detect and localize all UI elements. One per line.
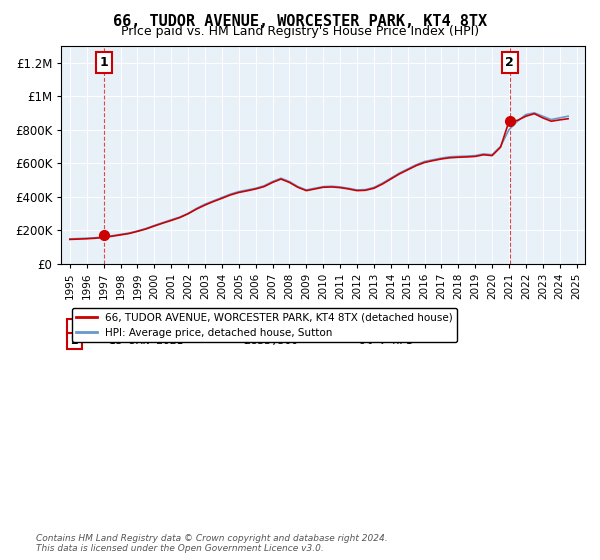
Text: 1: 1 [100,56,108,69]
Text: 02-JAN-1997         £173,150         1% ↓ HPI: 02-JAN-1997 £173,150 1% ↓ HPI [82,322,413,332]
Text: 2: 2 [505,56,514,69]
Text: 1: 1 [71,322,79,332]
Text: 66, TUDOR AVENUE, WORCESTER PARK, KT4 8TX: 66, TUDOR AVENUE, WORCESTER PARK, KT4 8T… [113,14,487,29]
Text: 15-JAN-2021         £853,500         6% ↓ HPI: 15-JAN-2021 £853,500 6% ↓ HPI [82,336,413,346]
Text: 2: 2 [71,336,79,346]
Text: Contains HM Land Registry data © Crown copyright and database right 2024.
This d: Contains HM Land Registry data © Crown c… [36,534,388,553]
Text: Price paid vs. HM Land Registry's House Price Index (HPI): Price paid vs. HM Land Registry's House … [121,25,479,38]
Legend: 66, TUDOR AVENUE, WORCESTER PARK, KT4 8TX (detached house), HPI: Average price, : 66, TUDOR AVENUE, WORCESTER PARK, KT4 8T… [72,308,457,342]
